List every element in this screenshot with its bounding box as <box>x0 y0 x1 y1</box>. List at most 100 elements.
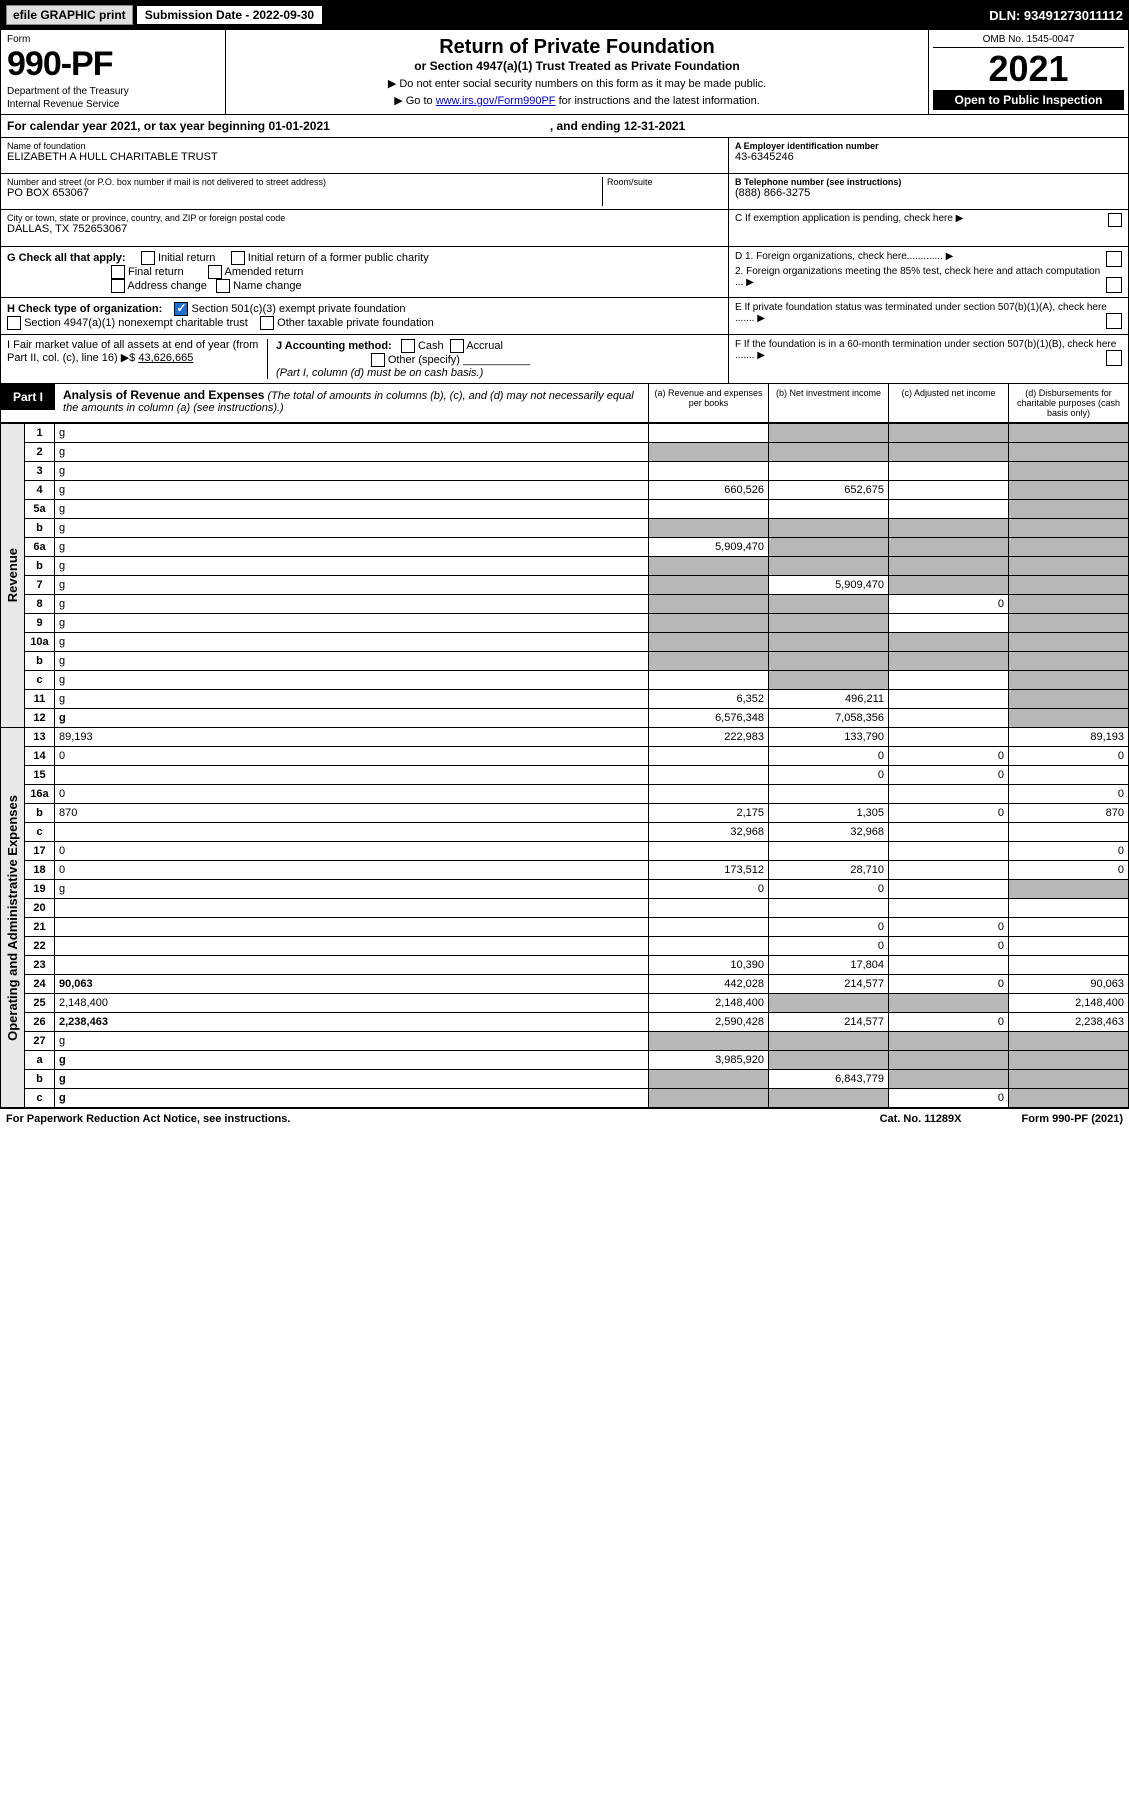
table-row: 3g <box>1 462 1129 481</box>
table-row: 140000 <box>1 747 1129 766</box>
cell-b <box>769 614 889 633</box>
h-row: H Check type of organization: Section 50… <box>0 298 1129 335</box>
cell-c: 0 <box>889 1013 1009 1032</box>
cell-c <box>889 709 1009 728</box>
efile-btn[interactable]: efile GRAPHIC print <box>6 5 133 25</box>
line-num: 1 <box>25 424 55 443</box>
col-c-hdr: (c) Adjusted net income <box>888 384 1008 422</box>
d1-label: D 1. Foreign organizations, check here..… <box>735 251 953 262</box>
irs-link[interactable]: www.irs.gov/Form990PF <box>436 95 556 107</box>
h-501c3-chk[interactable] <box>174 302 188 316</box>
cell-b: 496,211 <box>769 690 889 709</box>
cell-d <box>1009 1070 1129 1089</box>
line-num: 15 <box>25 766 55 785</box>
table-row: bg6,843,779 <box>1 1070 1129 1089</box>
table-row: 19g00 <box>1 880 1129 899</box>
table-row: 1700 <box>1 842 1129 861</box>
note-link: ▶ Go to www.irs.gov/Form990PF for instru… <box>236 94 918 107</box>
dln: DLN: 93491273011112 <box>989 8 1123 23</box>
cell-c <box>889 424 1009 443</box>
line-desc: 0 <box>55 842 649 861</box>
d1-row: D 1. Foreign organizations, check here..… <box>735 251 1122 262</box>
line-desc: g <box>55 424 649 443</box>
table-row: 180173,51228,7100 <box>1 861 1129 880</box>
cell-b <box>769 443 889 462</box>
cell-a: 173,512 <box>649 861 769 880</box>
cell-c <box>889 671 1009 690</box>
table-row: 1500 <box>1 766 1129 785</box>
col-d-hdr: (d) Disbursements for charitable purpose… <box>1008 384 1128 422</box>
line-num: 21 <box>25 918 55 937</box>
cell-d <box>1009 918 1129 937</box>
cell-c: 0 <box>889 937 1009 956</box>
g-addr-chk[interactable] <box>111 279 125 293</box>
j-accrual-chk[interactable] <box>450 339 464 353</box>
city-label: City or town, state or province, country… <box>7 213 722 223</box>
paperwork-notice: For Paperwork Reduction Act Notice, see … <box>6 1113 290 1125</box>
d1-checkbox[interactable] <box>1106 251 1122 267</box>
line-desc: g <box>55 595 649 614</box>
cell-b: 0 <box>769 766 889 785</box>
omb-number: OMB No. 1545-0047 <box>933 34 1124 48</box>
part1-tab: Part I <box>1 384 55 410</box>
line-desc: g <box>55 880 649 899</box>
form-ref: Form 990-PF (2021) <box>1022 1113 1123 1125</box>
calendar-year-row: For calendar year 2021, or tax year begi… <box>0 115 1129 138</box>
cell-c <box>889 956 1009 975</box>
cell-b: 1,305 <box>769 804 889 823</box>
h-opt-other: Other taxable private foundation <box>277 317 434 329</box>
form-header: Form 990-PF Department of the Treasury I… <box>0 30 1129 115</box>
form-subtitle: or Section 4947(a)(1) Trust Treated as P… <box>236 59 918 73</box>
g-former-chk[interactable] <box>231 251 245 265</box>
line-desc: 870 <box>55 804 649 823</box>
cell-a: 442,028 <box>649 975 769 994</box>
h-opt-4947: Section 4947(a)(1) nonexempt charitable … <box>24 317 248 329</box>
line-desc: 2,238,463 <box>55 1013 649 1032</box>
cell-d <box>1009 1051 1129 1070</box>
ij-row: I Fair market value of all assets at end… <box>0 335 1129 384</box>
f-checkbox[interactable] <box>1106 350 1122 366</box>
cell-b <box>769 671 889 690</box>
cell-a <box>649 785 769 804</box>
line-desc: g <box>55 557 649 576</box>
d2-checkbox[interactable] <box>1106 277 1122 293</box>
h-other-chk[interactable] <box>260 316 274 330</box>
cell-d <box>1009 956 1129 975</box>
calyear-end: , and ending 12-31-2021 <box>550 119 685 133</box>
cell-a: 5,909,470 <box>649 538 769 557</box>
line-desc: g <box>55 1051 649 1070</box>
line-num: 16a <box>25 785 55 804</box>
h-opt-501c3: Section 501(c)(3) exempt private foundat… <box>192 303 406 315</box>
g-namechg-chk[interactable] <box>216 279 230 293</box>
cell-d <box>1009 937 1129 956</box>
cell-b: 133,790 <box>769 728 889 747</box>
line-num: 3 <box>25 462 55 481</box>
table-row: 7g5,909,470 <box>1 576 1129 595</box>
j-other-chk[interactable] <box>371 353 385 367</box>
e-checkbox[interactable] <box>1106 313 1122 329</box>
line-num: 14 <box>25 747 55 766</box>
cell-a <box>649 918 769 937</box>
cell-d <box>1009 557 1129 576</box>
g-initial-chk[interactable] <box>141 251 155 265</box>
cell-d <box>1009 538 1129 557</box>
cell-c <box>889 538 1009 557</box>
cell-a: 2,590,428 <box>649 1013 769 1032</box>
cell-d: 0 <box>1009 747 1129 766</box>
j-cash-chk[interactable] <box>401 339 415 353</box>
c-checkbox[interactable] <box>1108 213 1122 227</box>
cell-d: 90,063 <box>1009 975 1129 994</box>
cell-b: 6,843,779 <box>769 1070 889 1089</box>
g-amended-chk[interactable] <box>208 265 222 279</box>
g-opt-addr: Address change <box>127 280 207 292</box>
cell-c: 0 <box>889 918 1009 937</box>
table-row: 12g6,576,3487,058,356 <box>1 709 1129 728</box>
h-4947-chk[interactable] <box>7 316 21 330</box>
g-final-chk[interactable] <box>111 265 125 279</box>
room-label: Room/suite <box>607 177 722 187</box>
cat-no: Cat. No. 11289X <box>880 1113 962 1125</box>
cell-a <box>649 1070 769 1089</box>
table-row: 6ag5,909,470 <box>1 538 1129 557</box>
dept-irs: Internal Revenue Service <box>7 99 219 110</box>
cell-d: 870 <box>1009 804 1129 823</box>
